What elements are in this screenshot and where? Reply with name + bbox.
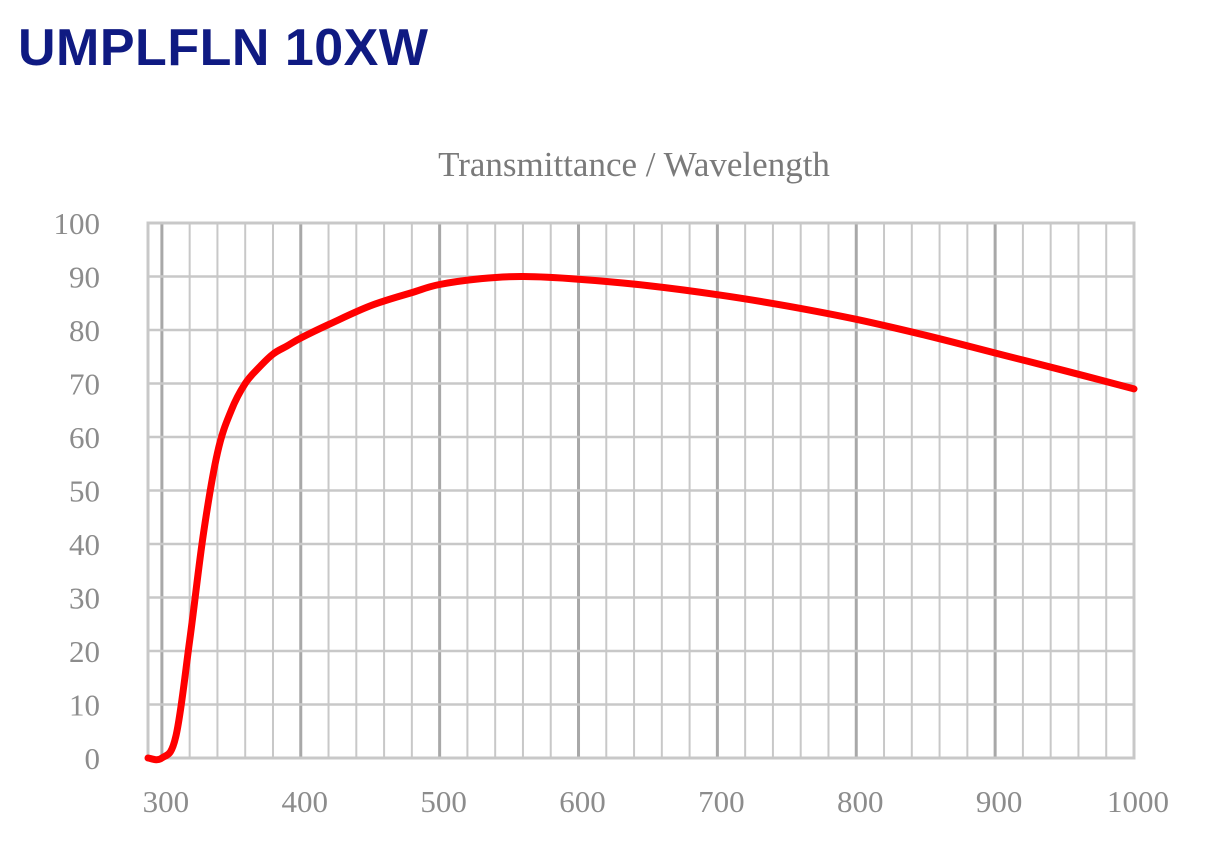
- x-tick-label: 300: [143, 784, 190, 819]
- x-tick-label: 800: [837, 784, 884, 819]
- x-tick-label: 500: [420, 784, 467, 819]
- y-tick-label: 80: [69, 313, 100, 348]
- transmittance-curve: [144, 272, 1138, 764]
- x-tick-label: 400: [282, 784, 329, 819]
- x-tick-label: 900: [976, 784, 1023, 819]
- y-tick-label: 20: [69, 634, 100, 669]
- y-tick-label: 30: [69, 581, 100, 616]
- y-tick-label: 40: [69, 527, 100, 562]
- y-tick-label: 0: [85, 741, 101, 776]
- page-heading: UMPLFLN 10XW: [18, 19, 429, 77]
- y-tick-label: 100: [54, 206, 101, 241]
- y-tick-label: 10: [69, 688, 100, 723]
- x-axis-ticks: 300 400 500 600 700 800 900 1000: [143, 784, 1169, 819]
- x-tick-label: 600: [559, 784, 606, 819]
- x-tick-label: 1000: [1107, 784, 1169, 819]
- y-tick-label: 70: [69, 367, 100, 402]
- y-axis-ticks: 0 10 20 30 40 50 60 70 80 90 100: [54, 206, 101, 776]
- y-tick-label: 50: [69, 474, 100, 509]
- y-tick-label: 90: [69, 260, 100, 295]
- chart-title: Transmittance / Wavelength: [438, 145, 830, 184]
- x-tick-label: 700: [698, 784, 745, 819]
- grid: [146, 221, 1136, 760]
- y-tick-label: 60: [69, 420, 100, 455]
- plot-border: [146, 221, 1136, 760]
- series-layer: [144, 272, 1138, 764]
